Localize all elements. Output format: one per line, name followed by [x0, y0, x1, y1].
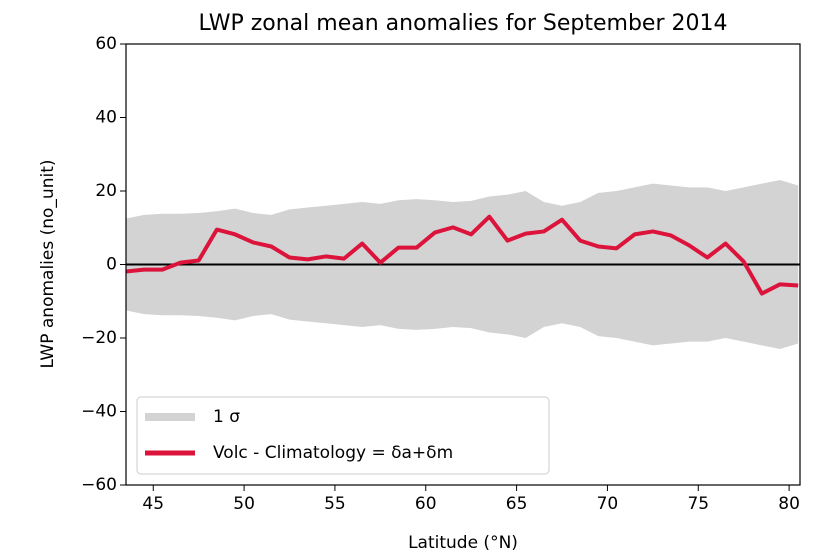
- x-tick-label: 50: [233, 494, 255, 514]
- x-tick-label: 75: [687, 494, 709, 514]
- x-tick-label: 60: [415, 494, 437, 514]
- y-tick-label: 40: [95, 108, 117, 128]
- legend-label: Volc - Climatology = δa+δm: [213, 443, 453, 463]
- y-tick-label: −20: [81, 328, 117, 348]
- x-tick-label: 70: [597, 494, 619, 514]
- x-tick-label: 45: [142, 494, 164, 514]
- x-axis-label: Latitude (°N): [408, 533, 518, 553]
- y-tick-label: −40: [81, 402, 117, 422]
- x-tick-label: 55: [324, 494, 346, 514]
- y-tick-label: 60: [95, 34, 117, 54]
- x-tick-label: 80: [778, 494, 800, 514]
- y-tick-label: 0: [106, 255, 117, 275]
- data-line: [125, 214, 799, 296]
- y-tick-label: 20: [95, 181, 117, 201]
- chart-title: LWP zonal mean anomalies for September 2…: [198, 11, 727, 36]
- y-tick-label: −60: [81, 475, 117, 495]
- legend-label: 1 σ: [213, 407, 240, 427]
- legend-box: [136, 396, 550, 475]
- y-axis-label: LWP anomalies (no_unit): [38, 160, 58, 369]
- x-tick-label: 65: [506, 494, 528, 514]
